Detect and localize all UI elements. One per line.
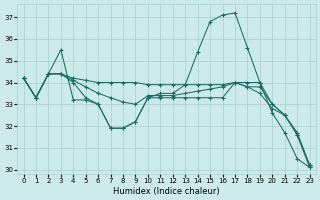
X-axis label: Humidex (Indice chaleur): Humidex (Indice chaleur)	[113, 187, 220, 196]
